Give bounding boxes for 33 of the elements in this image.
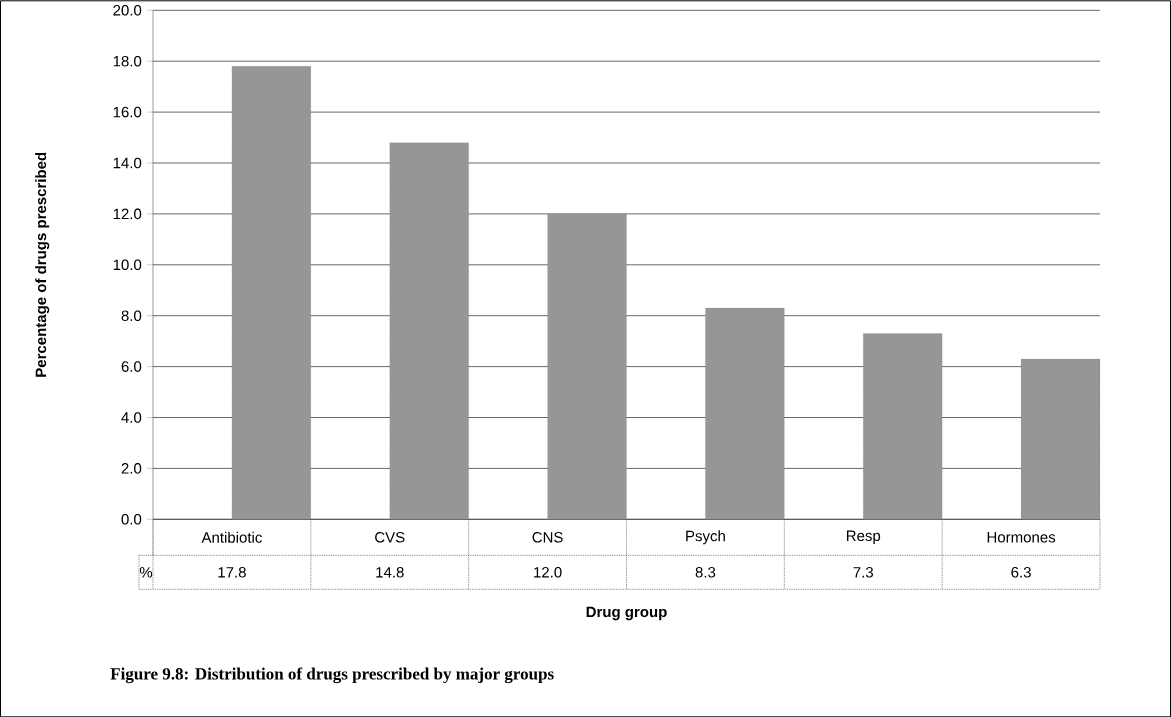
bar — [863, 333, 943, 520]
bar — [389, 142, 469, 520]
data-label: 14.8 — [376, 566, 404, 578]
y-tick-label: 18.0 — [113, 55, 142, 67]
bar — [231, 65, 312, 520]
bar — [1020, 358, 1101, 520]
bar — [547, 213, 627, 520]
x-tick-label: Psych — [686, 530, 725, 545]
y-tick-label: 10.0 — [113, 259, 142, 270]
data-label: 17.8 — [218, 566, 246, 578]
y-tick-label: 16.0 — [113, 106, 142, 118]
data-label: 8.3 — [695, 566, 716, 578]
y-tick-label: 8.0 — [121, 310, 142, 321]
x-tick-label: Resp — [846, 530, 881, 544]
x-tick-label: CNS — [532, 531, 563, 543]
y-tick-label: 20.0 — [113, 4, 142, 16]
y-tick-label: 6.0 — [121, 361, 142, 372]
x-tick-label: Antibiotic — [201, 531, 262, 543]
y-tick-label: 4.0 — [121, 412, 142, 423]
y-tick-label: 2.0 — [121, 462, 142, 474]
y-tick-label: 0.0 — [121, 513, 142, 525]
bar — [705, 307, 785, 520]
text: % — [139, 566, 153, 578]
text: Figure 9.8: Distribution of drugs prescribed by major groups — [110, 667, 554, 684]
x-axis-title: Drug group — [586, 606, 667, 621]
data-label: 6.3 — [1011, 566, 1031, 578]
x-tick-label: Hormones — [987, 531, 1056, 543]
y-axis-title: Percentage of drugs prescribed — [35, 152, 50, 377]
data-label: 7.3 — [853, 566, 874, 578]
x-tick-label: CVS — [375, 531, 405, 543]
y-tick-label: 14.0 — [113, 157, 142, 169]
data-label: 12.0 — [534, 566, 562, 578]
y-tick-label: 12.0 — [113, 208, 142, 220]
